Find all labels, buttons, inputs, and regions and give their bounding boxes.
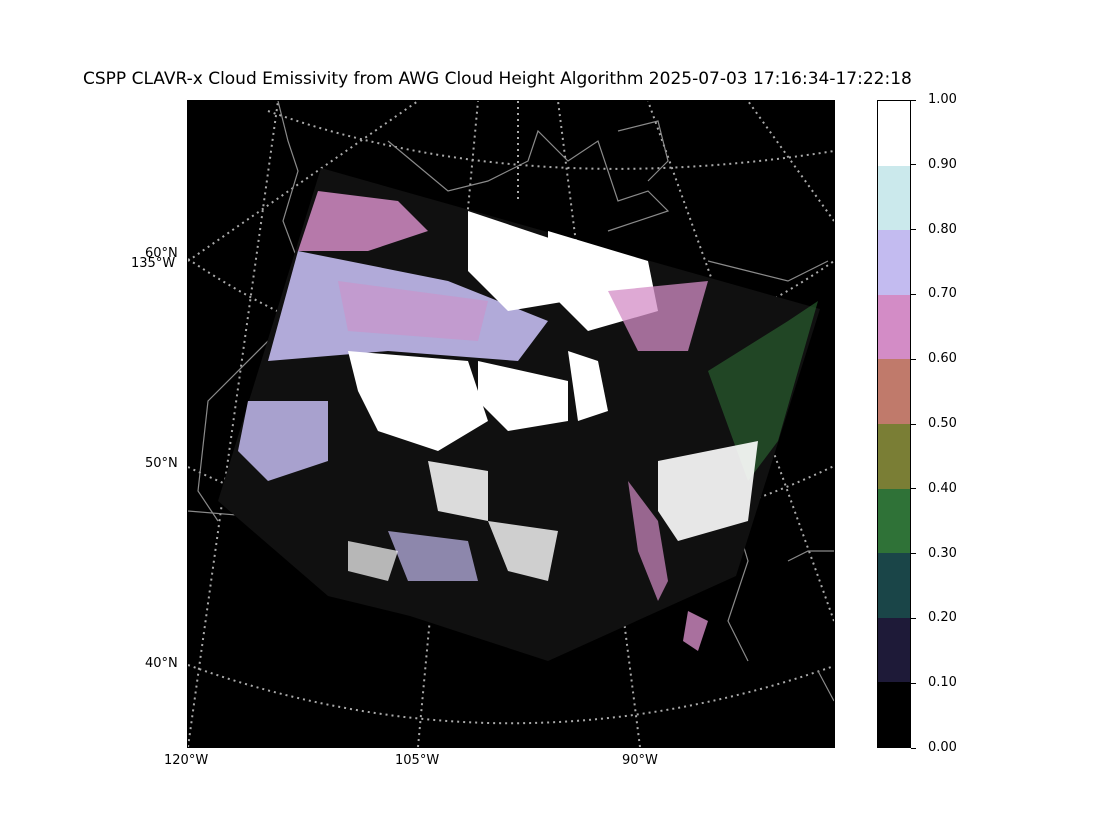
lon-70-line (747, 101, 834, 222)
colorbar-tick-label: 0.90 (928, 156, 957, 172)
colorbar-tick (911, 747, 916, 749)
colorbar-tick (911, 358, 916, 360)
colorbar-segment (878, 488, 910, 554)
colorbar-tick-label: 1.00 (928, 92, 957, 107)
colorbar-tick (911, 682, 916, 684)
colorbar-tick-label: 0.30 (928, 545, 957, 561)
colorbar-tick (911, 164, 916, 166)
colorbar-tick (911, 488, 916, 490)
map-svg (188, 101, 834, 747)
lat-label-60: 60°N (145, 246, 178, 261)
colorbar-tick (911, 99, 916, 101)
colorbar-segment (878, 230, 910, 295)
colorbar (877, 100, 911, 748)
lat-40-line (188, 664, 834, 725)
lon-label-105: 105°W (395, 753, 440, 768)
colorbar-tick (911, 423, 916, 425)
colorbar-tick-label: 0.50 (928, 416, 957, 431)
lat-label-50: 50°N (145, 456, 178, 471)
chart-title: CSPP CLAVR-x Cloud Emissivity from AWG C… (83, 69, 912, 89)
lat-70-line (267, 110, 834, 170)
colorbar-tick-label: 0.40 (928, 480, 957, 496)
colorbar-segment (878, 294, 910, 360)
colorbar-tick-label: 0.80 (928, 221, 957, 237)
colorbar-tick (911, 553, 916, 555)
colorbar-tick (911, 617, 916, 619)
colorbar-tick (911, 293, 916, 295)
lon-120-line (188, 101, 279, 747)
map-panel[interactable] (187, 100, 835, 748)
lon-label-90: 90°W (622, 753, 658, 768)
lon-label-120: 120°W (164, 753, 209, 768)
colorbar-segment (878, 682, 910, 747)
lat-label-40: 40°N (145, 656, 178, 671)
colorbar-segment (878, 617, 910, 683)
colorbar-tick-label: 0.20 (928, 610, 957, 626)
colorbar-segment (878, 165, 910, 231)
colorbar-segment (878, 359, 910, 424)
cloud-emissivity-swath (218, 168, 820, 661)
colorbar-tick-label: 0.70 (928, 286, 957, 302)
colorbar-segment (878, 424, 910, 489)
colorbar-tick (911, 229, 916, 231)
colorbar-tick-label: 0.00 (928, 740, 957, 755)
colorbar-segment (878, 101, 910, 166)
lon-label-135: 135°W (131, 256, 176, 271)
colorbar-segment (878, 553, 910, 618)
colorbar-tick-label: 0.60 (928, 351, 957, 367)
colorbar-tick-label: 0.10 (928, 675, 957, 691)
